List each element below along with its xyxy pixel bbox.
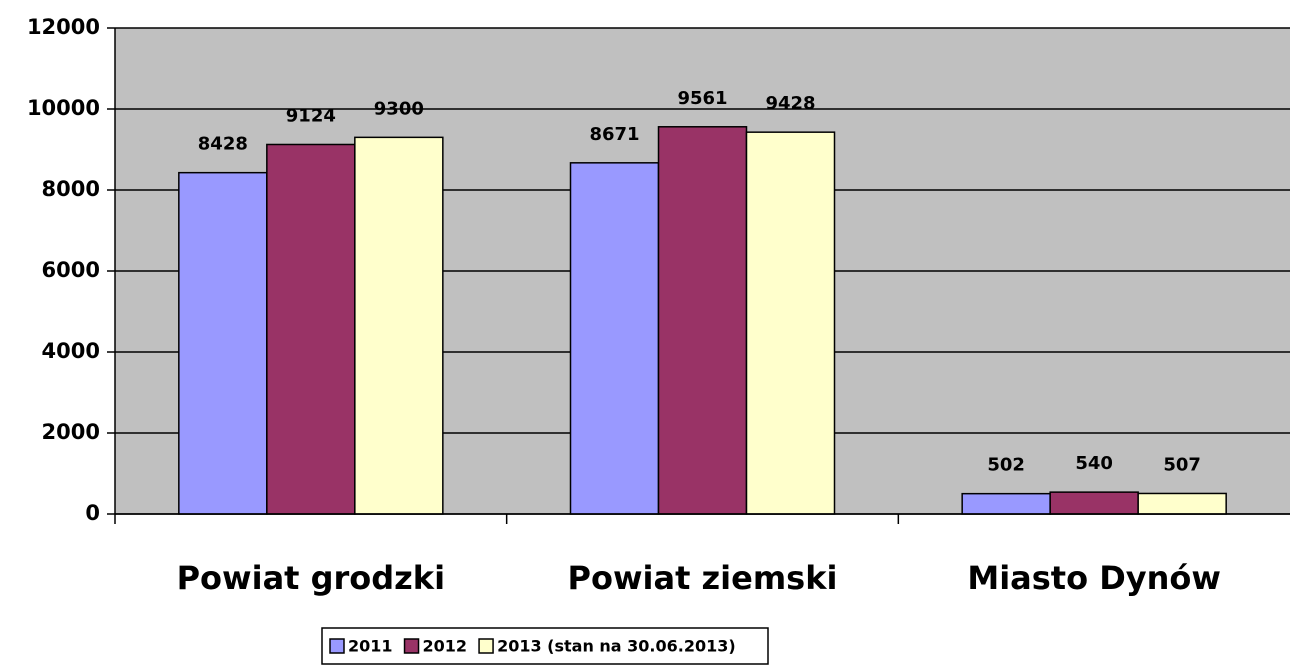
data-label: 8671 — [589, 124, 639, 145]
y-tick-label: 4000 — [42, 339, 100, 363]
x-tick-label: Powiat grodzki — [177, 559, 445, 597]
data-label: 9124 — [286, 105, 336, 126]
bar — [961, 492, 1051, 515]
data-label: 9561 — [677, 88, 727, 109]
bar — [266, 143, 356, 515]
bar — [569, 162, 660, 515]
data-label: 9300 — [374, 98, 424, 119]
y-tick-label: 0 — [85, 501, 100, 525]
y-tick-label: 8000 — [42, 177, 100, 201]
bar — [1137, 492, 1227, 515]
y-tick-label: 12000 — [27, 15, 100, 39]
legend-label: 2012 — [423, 637, 468, 656]
bar — [657, 126, 748, 515]
data-label: 502 — [987, 455, 1025, 476]
legend-label: 2013 (stan na 30.06.2013) — [497, 637, 736, 656]
y-tick-label: 10000 — [27, 96, 100, 120]
bar — [354, 136, 444, 515]
legend-label: 2011 — [348, 637, 393, 656]
legend-swatch — [478, 638, 494, 654]
data-label: 540 — [1075, 453, 1113, 474]
y-tick-label: 6000 — [42, 258, 100, 282]
x-tick-label: Powiat ziemski — [568, 559, 838, 597]
legend-swatch — [403, 638, 420, 654]
bar — [178, 171, 268, 515]
data-label: 9428 — [765, 93, 815, 114]
bar — [1049, 491, 1139, 515]
x-tick-label: Miasto Dynów — [967, 559, 1221, 597]
legend-box — [321, 627, 769, 665]
bar — [745, 131, 836, 515]
data-label: 8428 — [198, 134, 248, 155]
legend-swatch — [329, 638, 345, 654]
y-tick-label: 2000 — [42, 420, 100, 444]
data-label: 507 — [1163, 454, 1201, 475]
